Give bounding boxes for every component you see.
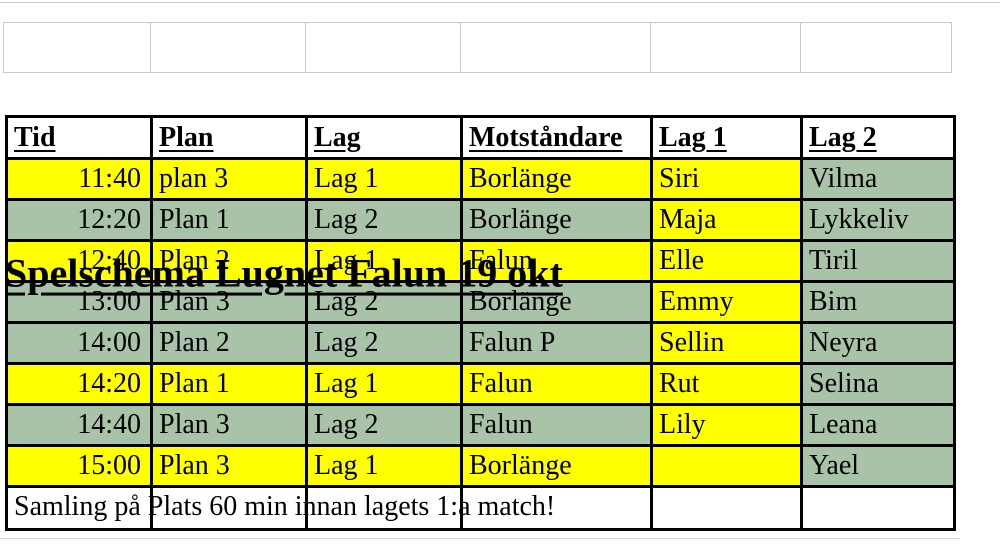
- footer-cell[interactable]: [8, 488, 153, 528]
- top-grid-line: [0, 2, 1000, 3]
- table-cell-lag1[interactable]: Rut: [653, 365, 803, 406]
- table-cell-lag[interactable]: Lag 1: [308, 160, 463, 201]
- table-cell-motstandare[interactable]: Borlänge: [463, 160, 653, 201]
- table-cell-motstandare[interactable]: Falun: [463, 365, 653, 406]
- table-cell-tid[interactable]: 15:00: [8, 447, 153, 488]
- table-cell-lag1[interactable]: Elle: [653, 242, 803, 283]
- header-cell-lag2[interactable]: Lag 2: [803, 118, 953, 160]
- table-cell-lag1[interactable]: Siri: [653, 160, 803, 201]
- table-cell-plan[interactable]: Plan 3: [153, 283, 308, 324]
- header-cell-motstandare[interactable]: Motståndare: [463, 118, 653, 160]
- empty-cell[interactable]: [801, 23, 951, 72]
- footer-cell[interactable]: [463, 488, 653, 528]
- table-cell-tid[interactable]: 11:40: [8, 160, 153, 201]
- table-cell-lag1[interactable]: Maja: [653, 201, 803, 242]
- table-cell-lag2[interactable]: Neyra: [803, 324, 953, 365]
- table-cell-lag2[interactable]: Tiril: [803, 242, 953, 283]
- table-cell-lag[interactable]: Lag 2: [308, 324, 463, 365]
- table-cell-lag2[interactable]: Leana: [803, 406, 953, 447]
- table-cell-lag[interactable]: Lag 1: [308, 447, 463, 488]
- table-cell-plan[interactable]: Plan 3: [153, 406, 308, 447]
- title-cell[interactable]: [4, 23, 151, 72]
- table-cell-plan[interactable]: Plan 1: [153, 365, 308, 406]
- bottom-grid-line: [0, 538, 960, 539]
- table-cell-tid[interactable]: 13:00: [8, 283, 153, 324]
- header-cell-plan[interactable]: Plan: [153, 118, 308, 160]
- table-cell-lag1[interactable]: [653, 447, 803, 488]
- table-cell-lag2[interactable]: Selina: [803, 365, 953, 406]
- empty-cell[interactable]: [151, 23, 306, 72]
- table-cell-lag[interactable]: Lag 2: [308, 201, 463, 242]
- table-cell-motstandare[interactable]: Falun: [463, 242, 653, 283]
- table-cell-lag[interactable]: Lag 1: [308, 242, 463, 283]
- table-cell-lag2[interactable]: Yael: [803, 447, 953, 488]
- footer-cell[interactable]: [153, 488, 308, 528]
- table-cell-lag1[interactable]: Lily: [653, 406, 803, 447]
- table-cell-lag2[interactable]: Vilma: [803, 160, 953, 201]
- table-cell-lag[interactable]: Lag 1: [308, 365, 463, 406]
- header-cell-tid[interactable]: Tid: [8, 118, 153, 160]
- table-cell-plan[interactable]: Plan 1: [153, 201, 308, 242]
- header-cell-lag1[interactable]: Lag 1: [653, 118, 803, 160]
- table-cell-lag1[interactable]: Emmy: [653, 283, 803, 324]
- table-cell-motstandare[interactable]: Falun: [463, 406, 653, 447]
- table-cell-plan[interactable]: plan 3: [153, 160, 308, 201]
- table-cell-motstandare[interactable]: Borlänge: [463, 283, 653, 324]
- table-cell-lag1[interactable]: Sellin: [653, 324, 803, 365]
- table-cell-motstandare[interactable]: Borlänge: [463, 201, 653, 242]
- table-cell-plan[interactable]: Plan 3: [153, 447, 308, 488]
- footer-cell[interactable]: [653, 488, 803, 528]
- table-cell-lag[interactable]: Lag 2: [308, 283, 463, 324]
- table-cell-plan[interactable]: Plan 2: [153, 324, 308, 365]
- header-cell-lag[interactable]: Lag: [308, 118, 463, 160]
- empty-cell[interactable]: [461, 23, 651, 72]
- table-cell-tid[interactable]: 14:00: [8, 324, 153, 365]
- table-cell-motstandare[interactable]: Falun P: [463, 324, 653, 365]
- table-cell-plan[interactable]: Plan 2: [153, 242, 308, 283]
- table-cell-lag2[interactable]: Bim: [803, 283, 953, 324]
- empty-cell[interactable]: [651, 23, 801, 72]
- footer-cell[interactable]: [803, 488, 953, 528]
- title-row: [3, 22, 952, 73]
- schedule-table: Tid Plan Lag Motståndare Lag 1 Lag 2 11:…: [5, 115, 956, 531]
- table-cell-tid[interactable]: 14:40: [8, 406, 153, 447]
- table-cell-lag2[interactable]: Lykkeliv: [803, 201, 953, 242]
- empty-cell[interactable]: [306, 23, 461, 72]
- footer-cell[interactable]: [308, 488, 463, 528]
- table-cell-motstandare[interactable]: Borlänge: [463, 447, 653, 488]
- table-cell-lag[interactable]: Lag 2: [308, 406, 463, 447]
- table-cell-tid[interactable]: 12:40: [8, 242, 153, 283]
- table-cell-tid[interactable]: 12:20: [8, 201, 153, 242]
- table-cell-tid[interactable]: 14:20: [8, 365, 153, 406]
- page-title: Spelschema Lugnet Falun 19 okt: [5, 250, 563, 296]
